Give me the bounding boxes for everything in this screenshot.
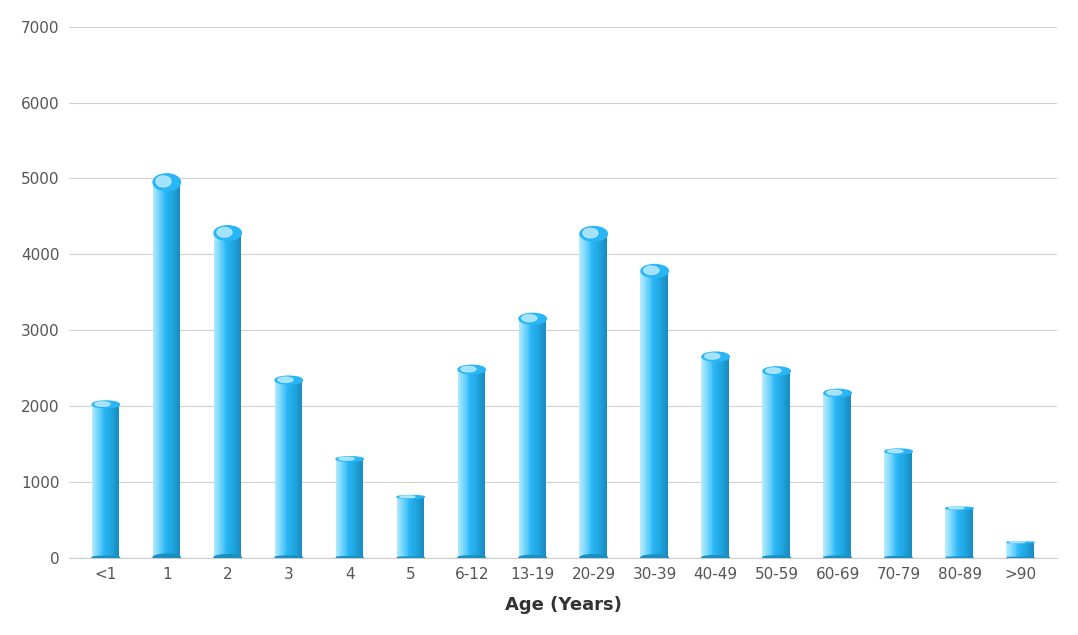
Ellipse shape [458, 556, 485, 559]
Ellipse shape [641, 555, 668, 560]
Ellipse shape [888, 450, 903, 453]
Ellipse shape [580, 227, 607, 241]
Ellipse shape [397, 495, 425, 498]
Ellipse shape [885, 557, 912, 559]
Ellipse shape [763, 367, 790, 375]
Ellipse shape [827, 391, 842, 395]
Ellipse shape [765, 368, 780, 373]
Ellipse shape [583, 229, 598, 238]
Ellipse shape [156, 176, 171, 187]
Ellipse shape [215, 226, 241, 241]
Ellipse shape [400, 496, 415, 498]
Ellipse shape [522, 315, 537, 322]
Ellipse shape [92, 401, 120, 408]
Ellipse shape [949, 507, 964, 509]
Ellipse shape [519, 313, 547, 324]
Ellipse shape [519, 556, 547, 559]
Ellipse shape [641, 265, 668, 277]
Ellipse shape [824, 389, 852, 397]
Ellipse shape [336, 557, 363, 558]
Ellipse shape [702, 352, 730, 361]
Ellipse shape [705, 353, 720, 359]
Ellipse shape [278, 377, 293, 382]
Ellipse shape [763, 556, 790, 559]
Ellipse shape [644, 266, 659, 274]
Ellipse shape [336, 457, 363, 461]
Ellipse shape [95, 402, 110, 406]
Ellipse shape [885, 449, 912, 454]
Ellipse shape [458, 365, 485, 374]
Ellipse shape [461, 366, 476, 372]
Ellipse shape [945, 507, 973, 509]
Ellipse shape [397, 557, 425, 558]
Ellipse shape [824, 556, 852, 559]
Ellipse shape [217, 227, 232, 237]
Ellipse shape [153, 554, 180, 561]
Ellipse shape [702, 556, 730, 559]
Ellipse shape [275, 556, 303, 559]
Ellipse shape [275, 376, 303, 384]
X-axis label: Age (Years): Age (Years) [505, 596, 622, 614]
Ellipse shape [92, 556, 120, 559]
Ellipse shape [580, 554, 607, 561]
Ellipse shape [153, 174, 180, 190]
Ellipse shape [338, 457, 354, 460]
Ellipse shape [215, 554, 241, 561]
Ellipse shape [1007, 542, 1034, 543]
Ellipse shape [945, 557, 973, 558]
